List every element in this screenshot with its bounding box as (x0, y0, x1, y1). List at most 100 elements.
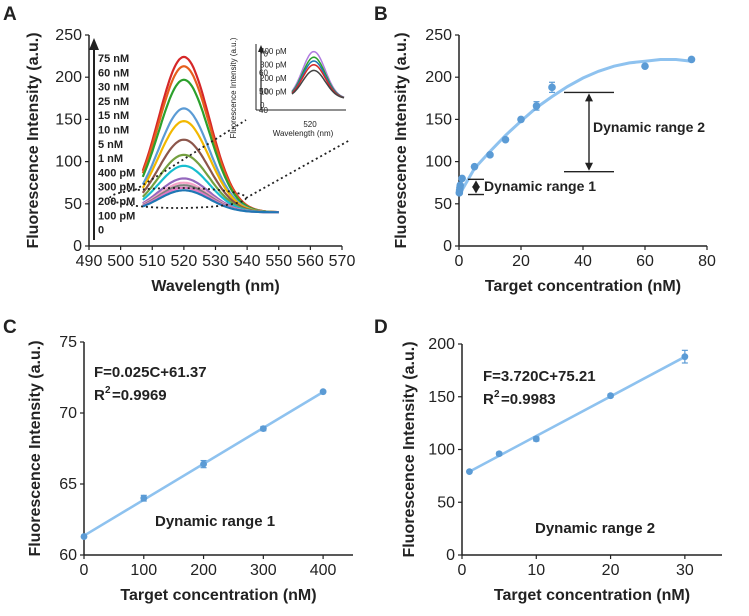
panel-b-y-axis-title: Fluorescence Intensity (a.u.) (393, 32, 410, 248)
panel-c-data-point (319, 388, 327, 396)
panel-c-y-axis-title: Fluorescence Intensity (a.u.) (27, 340, 44, 556)
panel-c-r-squared-superscript: 2 (105, 385, 111, 396)
panel-a-zoom-line (245, 139, 351, 199)
panel-d-data-point (532, 435, 540, 443)
panel-d-data-point (495, 450, 503, 458)
panel-c-x-tick-label: 200 (190, 562, 217, 579)
panel-c-data-point (259, 425, 267, 433)
panel-b-y-tick-label: 250 (425, 27, 452, 44)
panel-a-y-tick-label: 200 (55, 69, 82, 86)
panel-c-x-tick-label: 0 (80, 562, 89, 579)
panel-d-y-tick-label: 0 (446, 547, 455, 564)
panel-d-data-point (466, 468, 473, 476)
panel-c-data-point (200, 460, 207, 468)
panel-b-data-point (501, 135, 510, 144)
panel-d-y-tick-label: 50 (437, 494, 455, 511)
panel-d-x-tick-label: 10 (527, 562, 545, 579)
panel-d-equation: F=3.720C+75.21 (483, 368, 596, 385)
panel-a-legend-label: 0 (98, 225, 104, 237)
panel-d-r-squared-superscript: 2 (494, 389, 500, 400)
panel-a-x-tick-label: 500 (107, 253, 134, 270)
panel-b-panel-label: B (374, 4, 388, 25)
panel-a-inset-y-tick-label: 60 (259, 68, 268, 77)
panel-b-range1-label: Dynamic range 1 (484, 178, 596, 194)
panel-a-inset-arrowhead (258, 45, 264, 52)
panel-a-legend-label: 300 pM (98, 182, 135, 194)
panel-d-x-tick-label: 30 (676, 562, 694, 579)
panel-c-range-label: Dynamic range 1 (155, 513, 275, 530)
panel-d-y-tick-label: 200 (428, 336, 455, 353)
panel-b-y-tick-label: 150 (425, 111, 452, 128)
panel-b-x-axis-title: Target concentration (nM) (485, 278, 681, 295)
panel-b-data-point (687, 55, 696, 64)
panel-a-inset-legend-label: 200 pM (260, 74, 287, 83)
panel-a-y-tick-label: 50 (64, 196, 82, 213)
panel-d-r-squared-value: =0.9983 (501, 391, 556, 408)
panel-c-data-point (80, 533, 88, 540)
panel-c-r-squared-value: =0.9969 (112, 387, 167, 404)
panel-c-x-tick-label: 300 (250, 562, 277, 579)
panel-b-range1-arrowhead (472, 186, 480, 194)
panel-b-data-point (456, 181, 465, 190)
panel-a-legend-label: 100 pM (98, 210, 135, 222)
panel-b-range2-arrowhead (585, 162, 593, 171)
panel-b-range2-arrowhead (585, 93, 593, 102)
panel-a-legend-label: 25 nM (98, 96, 129, 108)
panel-d-x-tick-label: 0 (458, 562, 467, 579)
panel-a-legend-label: 75 nM (98, 53, 129, 65)
panel-c-x-axis-title: Target concentration (nM) (120, 587, 316, 604)
panel-b-y-tick-label: 50 (434, 196, 452, 213)
panel-a-legend-label: 60 nM (98, 67, 129, 79)
panel-c-y-tick-label: 60 (59, 547, 77, 564)
panel-a-x-tick-label: 520 (171, 253, 198, 270)
panel-a-legend-arrowhead (89, 38, 99, 50)
panel-a-x-tick-label: 540 (234, 253, 261, 270)
panel-a-panel-label: A (3, 4, 17, 25)
panel-b-data-point (458, 174, 466, 183)
panel-b-x-tick-label: 80 (698, 253, 716, 270)
panel-c-r-squared-prefix: R (94, 387, 105, 404)
panel-a-x-tick-label: 490 (76, 253, 103, 270)
panel-b-data-point (548, 83, 556, 92)
panel-c-panel-label: C (3, 317, 17, 338)
panel-d-range-label: Dynamic range 2 (535, 520, 655, 537)
panel-c-data-point (140, 494, 148, 502)
panel-b-data-point (532, 102, 541, 110)
panel-b-data-point (470, 162, 479, 171)
panel-a-inset-y-tick-label: 50 (259, 87, 268, 96)
panel-b-x-tick-label: 20 (512, 253, 530, 270)
panel-a-legend-label: 10 nM (98, 125, 129, 137)
panel-a-x-tick-label: 510 (139, 253, 166, 270)
panel-b-y-tick-label: 0 (443, 238, 452, 255)
panel-b-x-tick-label: 40 (574, 253, 592, 270)
panel-a-inset-x-axis-title: Wavelength (nm) (273, 129, 334, 138)
panel-a-legend-label: 15 nM (98, 110, 129, 122)
panel-a-spectrum-line (141, 153, 279, 214)
panel-b-range2-label: Dynamic range 2 (593, 119, 705, 135)
panel-b-y-tick-label: 200 (425, 69, 452, 86)
panel-a-legend-label: 400 pM (98, 167, 135, 179)
panel-a-spectrum-line (142, 189, 279, 214)
panel-a-inset-y-tick-label: 40 (259, 106, 268, 115)
panel-a-inset-y-axis-title: Fluorescence Intensity (a.u.) (229, 37, 238, 138)
panel-a-x-tick-label: 560 (297, 253, 324, 270)
panel-a-legend-label: 30 nM (98, 82, 129, 94)
panel-a-x-axis-title: Wavelength (nm) (151, 278, 279, 295)
panel-d-panel-label: D (374, 317, 388, 338)
panel-a-inset-legend-label: 300 pM (260, 61, 287, 70)
panel-d-data-point (681, 353, 689, 361)
panel-c-x-tick-label: 100 (130, 562, 157, 579)
panel-b-x-tick-label: 60 (636, 253, 654, 270)
panel-a-y-tick-label: 150 (55, 111, 82, 128)
panel-d-data-point (607, 392, 614, 400)
panel-c-equation: F=0.025C+61.37 (94, 364, 207, 381)
panel-d-y-axis-title: Fluorescence Intensity (a.u.) (401, 341, 418, 557)
panel-d-fit-line (468, 355, 686, 473)
panel-d-r-squared-prefix: R (483, 391, 494, 408)
panel-a-y-tick-label: 0 (73, 238, 82, 255)
panel-c-y-tick-label: 75 (59, 334, 77, 351)
panel-b-data-point (486, 151, 494, 159)
panel-c-y-tick-label: 65 (59, 476, 77, 493)
panel-a-x-tick-label: 570 (329, 253, 356, 270)
